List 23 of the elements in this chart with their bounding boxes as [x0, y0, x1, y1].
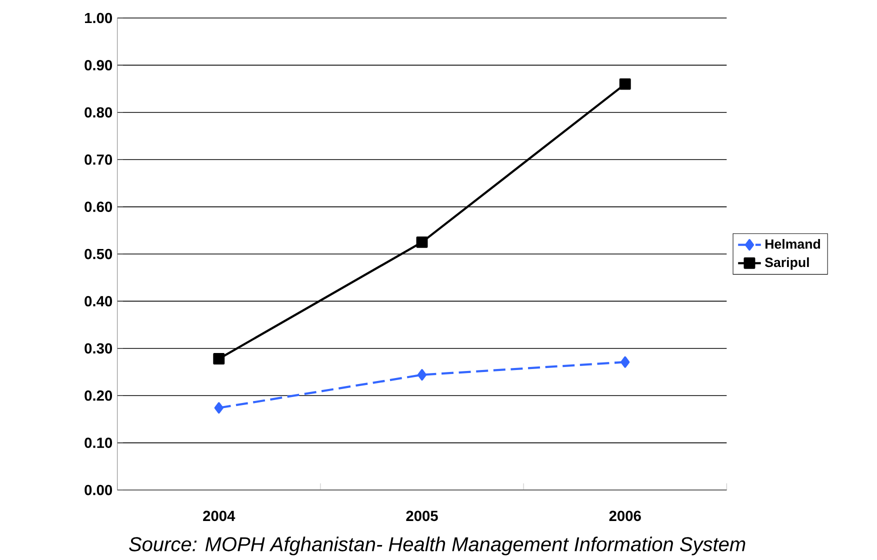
y-tick-label: 0.10 [84, 438, 112, 448]
source-note: Source: MOPH Afghanistan- Health Management Information System [129, 536, 746, 556]
y-tick-label: 1.00 [85, 12, 112, 24]
y-tick-label: 0.00 [84, 484, 112, 496]
legend-label: Saripul [764, 257, 809, 270]
x-tick-label: 2005 [406, 510, 438, 522]
y-tick-label: 0.20 [84, 390, 112, 401]
y-tick-label: 0.70 [84, 154, 112, 165]
y-tick-label: 0.40 [84, 296, 112, 306]
y-tick-label: 0.90 [84, 60, 112, 70]
point [417, 369, 427, 381]
x-tick-label: 2004 [203, 510, 236, 522]
point [214, 402, 224, 414]
point [620, 356, 630, 368]
y-tick-label: 0.60 [84, 202, 112, 212]
point [213, 353, 225, 365]
x-tick-label: 2006 [609, 510, 641, 522]
point [619, 78, 631, 90]
legend-label: Helmand [765, 239, 820, 249]
point [416, 236, 428, 248]
y-tick-label: 0.50 [84, 248, 112, 260]
y-tick-label: 0.80 [84, 107, 112, 118]
y-tick-label: 0.30 [84, 343, 112, 354]
